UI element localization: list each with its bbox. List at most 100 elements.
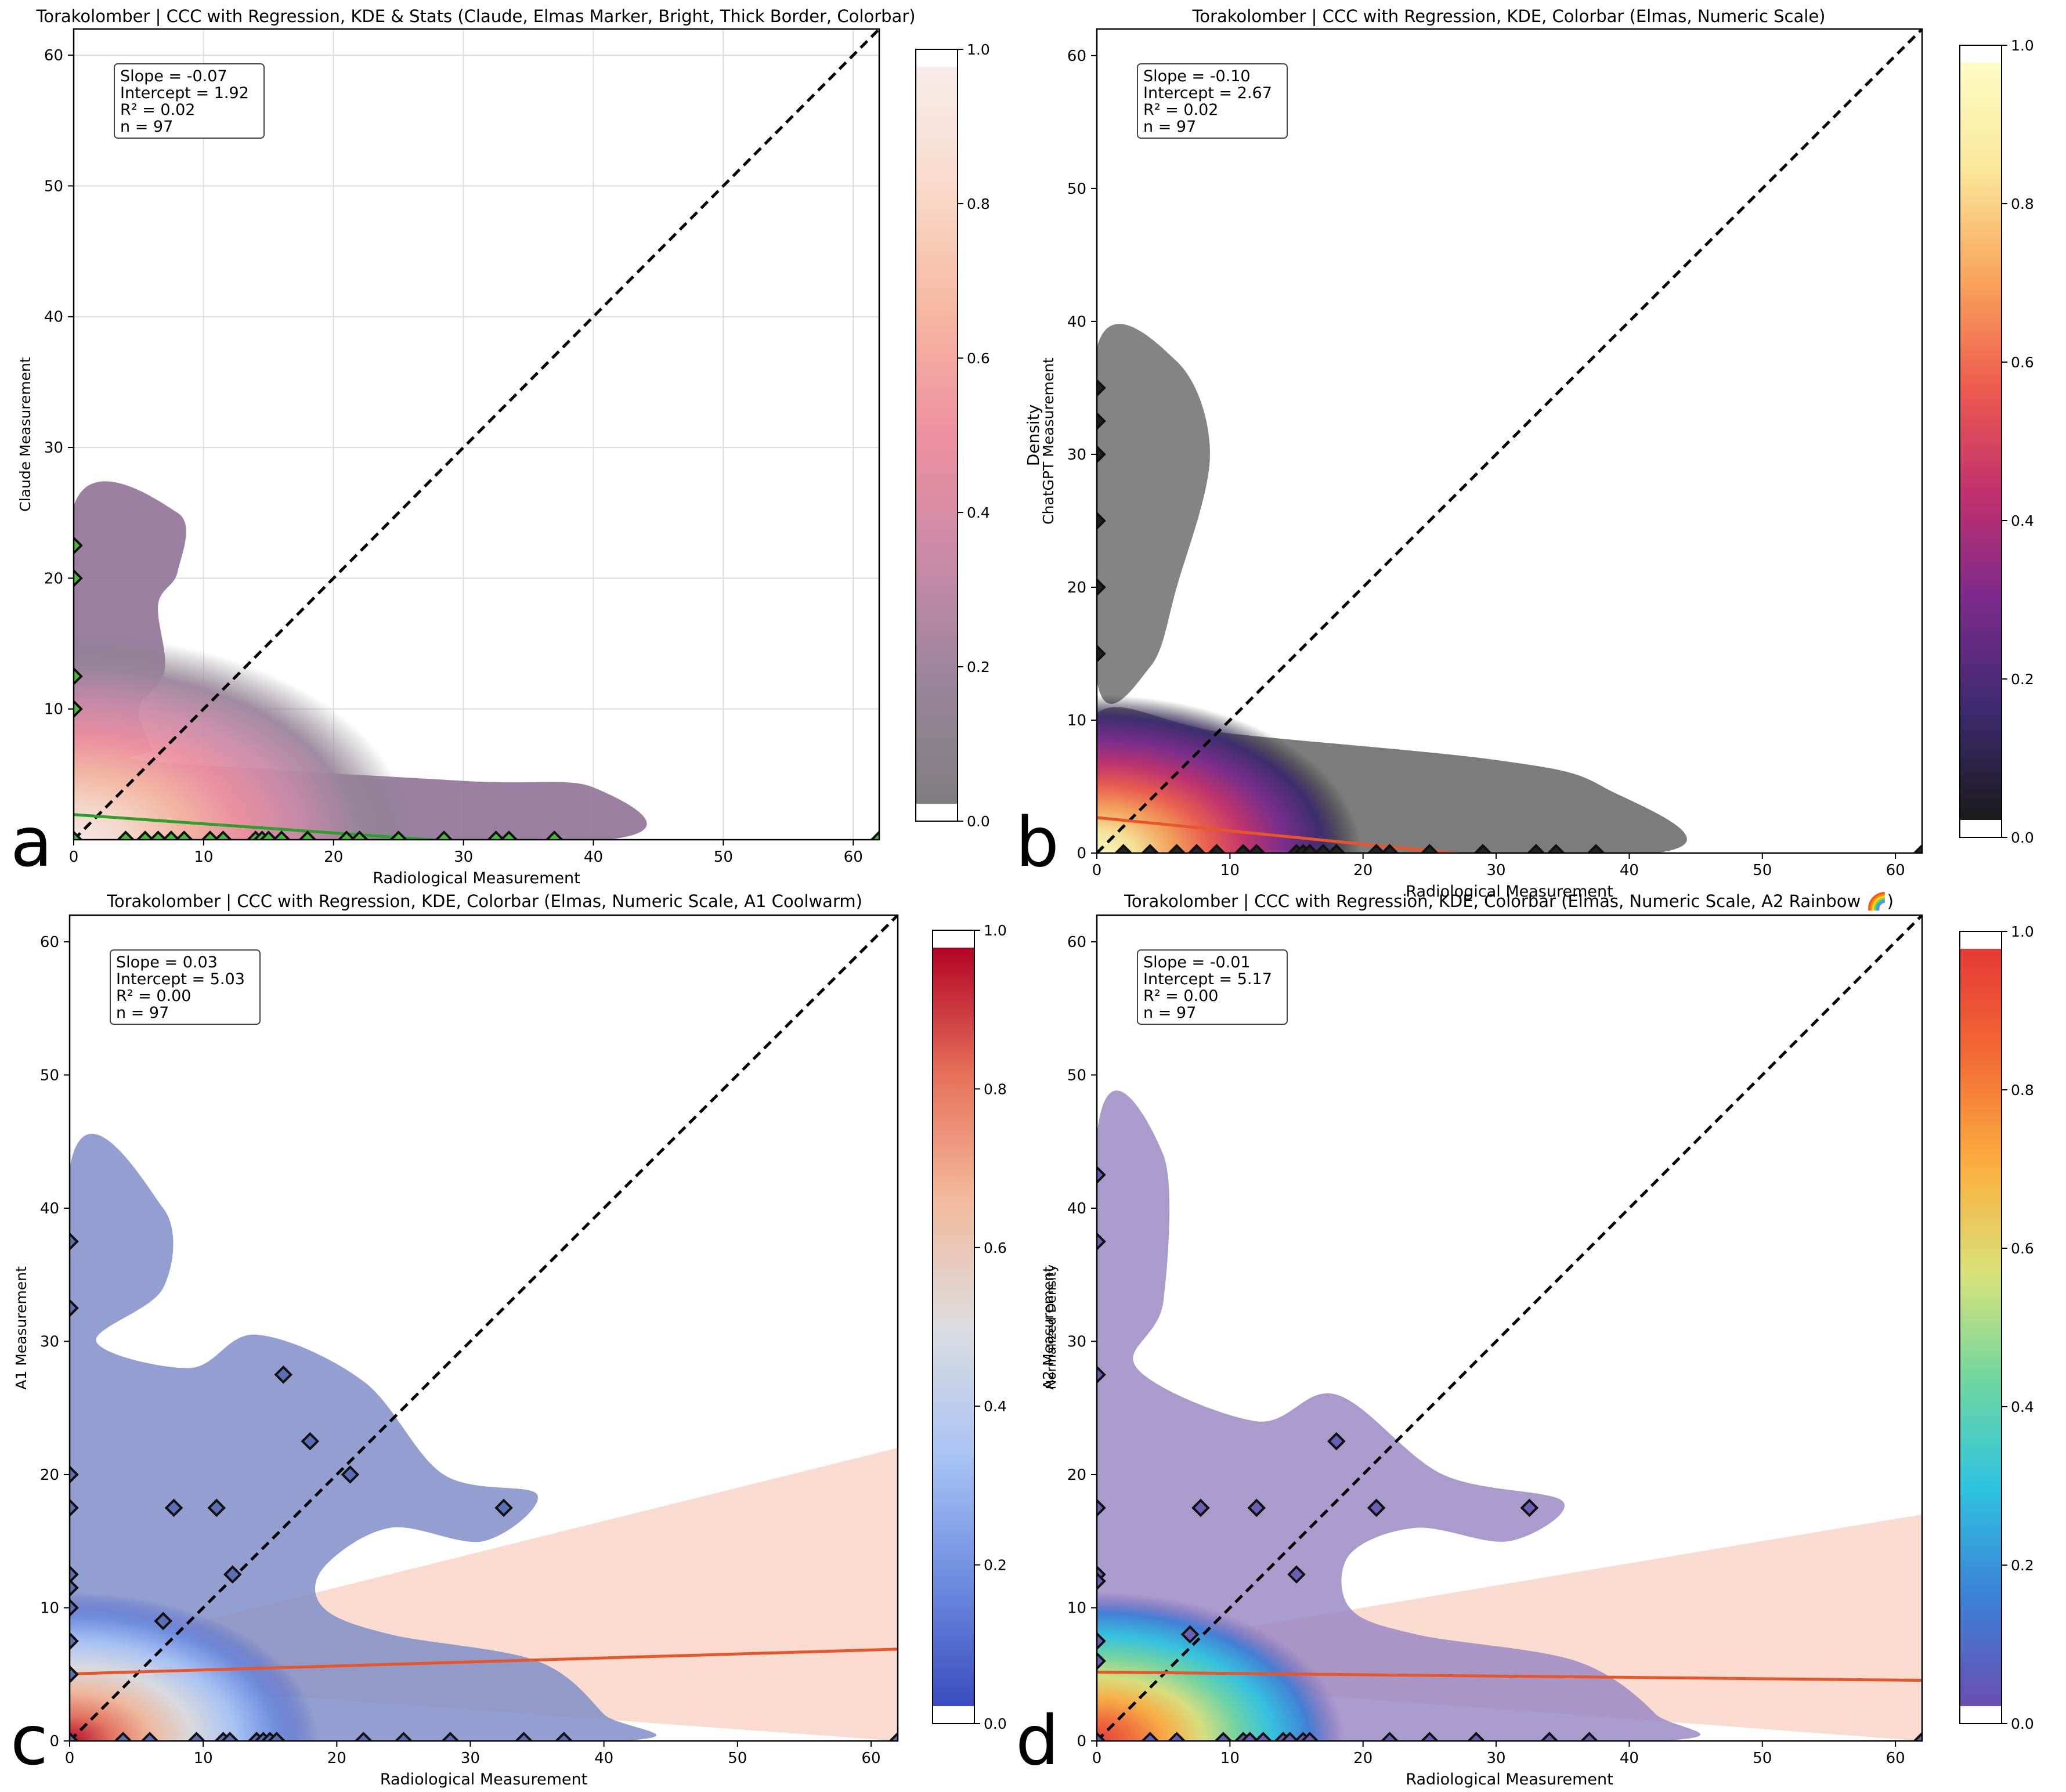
- data-point: [298, 830, 317, 840]
- y-tick-label: 50: [44, 178, 63, 195]
- data-point: [1420, 1732, 1439, 1741]
- y-axis-label: A1 Measurement: [13, 1266, 30, 1390]
- data-point: [1097, 1732, 1106, 1741]
- identity-line: [70, 915, 898, 1741]
- data-point: [1247, 844, 1266, 853]
- y-tick-label: 60: [1067, 48, 1086, 65]
- stats-box-frame: [114, 63, 265, 139]
- data-point: [1380, 844, 1399, 853]
- data-point: [70, 1578, 79, 1597]
- colorbar-tick-label: 0.8: [984, 1081, 1007, 1097]
- data-point: [1140, 844, 1160, 853]
- data-point: [494, 1498, 513, 1518]
- data-point: [1520, 1498, 1539, 1518]
- x-axis-label: Radiological Measurement: [1406, 1771, 1613, 1789]
- kde-contour-outer: [1097, 324, 1210, 704]
- data-point: [341, 1465, 360, 1484]
- panel-title: Torakolomber | CCC with Regression, KDE,…: [106, 891, 862, 911]
- data-point: [1467, 1732, 1486, 1741]
- data-point: [1097, 1165, 1106, 1184]
- plot-area: [70, 915, 898, 1741]
- data-point: [164, 1498, 183, 1518]
- data-point: [259, 830, 278, 840]
- data-point: [1097, 1632, 1106, 1650]
- x-tick-label: 20: [327, 1750, 346, 1767]
- colorbar-tick-label: 0.0: [2011, 1715, 2034, 1732]
- y-tick-label: 40: [40, 1200, 59, 1217]
- stats-line: Slope = 0.03: [116, 953, 218, 971]
- y-axis-label: Claude Measurement: [17, 357, 34, 512]
- data-point: [1527, 844, 1545, 853]
- panel-letter: c: [10, 1700, 48, 1780]
- data-point: [1547, 844, 1566, 853]
- stats-line: n = 97: [1143, 1004, 1196, 1022]
- x-tick-label: 30: [454, 848, 473, 866]
- y-tick-label: 10: [1067, 712, 1086, 729]
- data-point: [1327, 1432, 1346, 1451]
- data-point: [545, 830, 564, 840]
- data-point: [154, 1612, 172, 1631]
- data-point: [1367, 844, 1386, 853]
- colorbar-tick-label: 1.0: [984, 922, 1007, 939]
- colorbar-tick-label: 1.0: [2011, 37, 2034, 54]
- data-point: [1254, 1732, 1273, 1741]
- data-point: [514, 1732, 533, 1741]
- panel-letter: b: [1016, 802, 1059, 882]
- data-point: [1191, 1498, 1210, 1518]
- data-point: [267, 1732, 286, 1741]
- colorbar-tick-label: 0.8: [2011, 196, 2034, 212]
- x-tick-label: 40: [1620, 1750, 1639, 1767]
- stats-line: n = 97: [120, 118, 173, 136]
- data-point: [1207, 844, 1226, 853]
- x-tick-label: 10: [1220, 1750, 1240, 1767]
- data-point: [70, 1732, 79, 1741]
- colorbar-tick-label: 0.4: [2011, 512, 2034, 529]
- y-tick-label: 0: [1077, 845, 1086, 862]
- data-point: [870, 830, 879, 840]
- x-tick-label: 40: [584, 848, 603, 866]
- identity-line: [74, 29, 879, 840]
- y-tick-label: 20: [1067, 1466, 1086, 1484]
- colorbar-tick-label: 0.4: [984, 1398, 1007, 1415]
- data-point: [1580, 1732, 1599, 1741]
- x-tick-label: 50: [714, 848, 733, 866]
- stats-line: R² = 0.02: [120, 101, 196, 119]
- colorbar-tick-label: 0.6: [967, 350, 990, 367]
- y-tick-label: 10: [1067, 1599, 1086, 1617]
- regression-line: [1097, 816, 1467, 853]
- data-point: [221, 1732, 240, 1741]
- data-point: [1097, 644, 1106, 663]
- data-point: [1587, 844, 1605, 853]
- kde-contour-outer: [1097, 1090, 1700, 1741]
- colorbar-label: Normalized Density: [1045, 1264, 1059, 1389]
- data-point: [1180, 1625, 1200, 1644]
- plot-area: [1097, 29, 1922, 853]
- data-point: [1097, 1498, 1106, 1518]
- data-point: [394, 1732, 413, 1741]
- x-tick-label: 10: [1220, 862, 1240, 879]
- stats-line: R² = 0.00: [116, 987, 192, 1005]
- data-point: [1097, 511, 1106, 530]
- data-point: [116, 830, 135, 840]
- y-tick-label: 30: [40, 1333, 59, 1350]
- data-point: [1234, 844, 1253, 853]
- y-tick-label: 60: [1067, 934, 1086, 951]
- data-point: [1097, 1365, 1106, 1384]
- panel-d: 0 10 20 30 40 50 60 0 10 20 30 40 50 60 Radiological M…: [1016, 891, 2034, 1789]
- axes-frame: [1096, 914, 1923, 1742]
- colorbar-tick-label: 0.2: [984, 1557, 1007, 1574]
- stats-line: Slope = -0.07: [120, 67, 227, 85]
- data-point: [1114, 844, 1133, 853]
- data-point: [1167, 1732, 1186, 1741]
- stats-line: Intercept = 5.17: [1143, 970, 1272, 988]
- data-point: [888, 1732, 898, 1741]
- identity-line: [1097, 915, 1922, 1741]
- x-tick-label: 30: [1487, 1750, 1506, 1767]
- data-point: [70, 1299, 79, 1317]
- x-tick-label: 10: [194, 848, 213, 866]
- x-tick-label: 20: [1353, 1750, 1372, 1767]
- x-tick-label: 60: [1886, 1750, 1905, 1767]
- stats-line: Intercept = 2.67: [1143, 84, 1272, 102]
- y-tick-label: 20: [40, 1466, 59, 1484]
